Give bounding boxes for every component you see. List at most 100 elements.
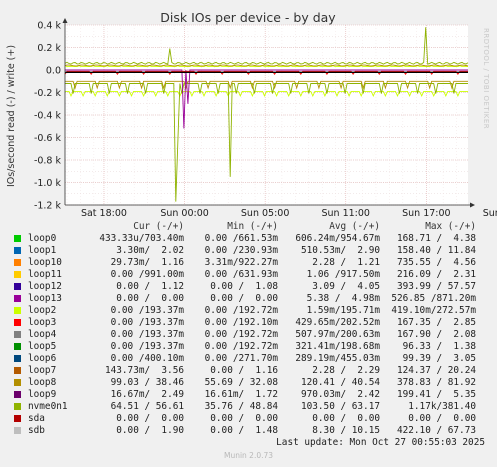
legend-cur: 99.03 / 38.46 [110,377,184,388]
legend-cur: 0.00 / 0.00 [116,413,184,424]
legend-max: 393.99 / 57.57 [396,281,476,292]
legend-swatch [14,403,21,410]
y-tick-label: -1.2 k [34,201,62,212]
legend-row: loop6 0.00 /400.10m 0.00 /271.70m 289.19m/4… [12,353,490,365]
last-update: Last update: Mon Oct 27 00:55:03 2025 [276,437,485,448]
x-tick-label: Sun 05:00 [241,208,289,219]
legend-min: 0.00 / 0.00 [210,413,278,424]
legend-swatch [14,271,21,278]
legend-row: loop8 99.03 / 38.46 55.69 / 32.08 120.41 / … [12,377,490,389]
legend-name: loop13 [28,293,62,304]
legend-min: 0.00 / 1.08 [210,281,278,292]
legend-row: loop2 0.00 /193.37m 0.00 /192.72m 1.59m/195… [12,305,490,317]
legend-row: sdb 0.00 / 1.90 0.00 / 1.48 8.30 / 10.15 422… [12,425,490,437]
legend-max: 419.10m/272.57m [391,305,476,316]
legend-name: loop3 [28,317,57,328]
grid [65,24,468,206]
legend-swatch [14,319,21,326]
axis-ticks: 0.4 k 0.2 k 0.0 -0.2 k -0.4 k -0.6 k -0.8 k -1.… [34,21,497,220]
legend-max: 167.35 / 2.85 [396,317,476,328]
legend-max: 378.83 / 81.92 [396,377,476,388]
legend-header-avg: Avg (-/+) [329,221,380,232]
series-line-loop13 [65,69,468,129]
legend-min: 0.00 /230.93m [204,245,278,256]
y-tick-label: 0.2 k [37,43,61,54]
legend-name: loop0 [28,233,57,244]
legend-max: 158.40 / 11.84 [396,245,476,256]
y-axis-arrow [62,18,68,23]
legend-avg: 8.30 / 10.15 [312,425,380,436]
y-axis-label: IOs/second read (-) / write (+) [6,45,17,187]
y-tick-label: -0.4 k [34,111,62,122]
legend-cur: 29.73m/ 1.16 [110,257,184,268]
legend-avg: 510.53m/ 2.90 [300,245,380,256]
series-line-nvme0n1 [65,83,468,202]
legend-avg: 5.38 / 4.98m [306,293,380,304]
legend-min: 0.00 /192.10m [204,317,278,328]
legend-name: sdb [28,425,45,436]
legend-row: sda 0.00 / 0.00 0.00 / 0.00 0.00 / 0.00 0.00… [12,413,490,425]
y-tick-label: -0.6 k [34,133,62,144]
legend-cur: 0.00 / 1.12 [116,281,184,292]
legend-min: 16.61m/ 1.72 [204,389,278,400]
y-tick-label: -1.0 k [34,178,62,189]
legend-name: loop12 [28,281,62,292]
legend-name: loop6 [28,353,57,364]
legend-swatch [14,331,21,338]
legend-max: 167.90 / 2.08 [396,329,476,340]
legend-swatch [14,391,21,398]
legend-avg: 0.00 / 0.00 [312,413,380,424]
legend-avg: 103.50 / 63.17 [300,401,380,412]
legend-min: 0.00 /661.53m [204,233,278,244]
legend-min: 0.00 /271.70m [204,353,278,364]
x-axis-arrow [470,202,475,208]
series-lines [64,27,469,202]
legend-min: 35.76 / 48.84 [204,401,278,412]
legend-cur: 0.00 / 1.90 [116,425,184,436]
legend-max: 526.85 /871.20m [391,293,476,304]
legend-cur: 0.00 /991.00m [110,269,184,280]
legend-swatch [14,355,21,362]
series-line-loop3 [64,70,468,75]
legend-avg: 289.19m/455.03m [295,353,380,364]
legend-min: 0.00 /192.72m [204,305,278,316]
legend-cur: 0.00 /400.10m [110,353,184,364]
legend-max: 1.17k/381.40 [408,401,476,412]
x-tick-label: Sun 17:00 [402,208,450,219]
legend-min: 0.00 /192.72m [204,329,278,340]
legend-name: loop4 [28,329,57,340]
x-tick-label: Sun 23:00 [483,208,497,219]
legend-max: 0.00 / 0.00 [408,413,476,424]
legend-cur: 433.33u/703.40m [99,233,184,244]
legend-name: loop9 [28,389,57,400]
legend-avg: 429.65m/202.52m [295,317,380,328]
x-tick-label: Sat 18:00 [81,208,127,219]
legend-max: 96.33 / 1.38 [402,341,476,352]
legend-swatch [14,259,21,266]
legend-row: loop10 29.73m/ 1.16 3.31m/922.27m 2.28 / 1.… [12,257,490,269]
legend-row: loop9 16.67m/ 2.49 16.61m/ 1.72 970.03m/ 2.… [12,389,490,401]
legend-row: loop3 0.00 /193.37m 0.00 /192.10m 429.65m/2… [12,317,490,329]
legend-min: 3.31m/922.27m [204,257,278,268]
y-tick-label: -0.8 k [34,156,62,167]
legend-swatch [14,307,21,314]
legend-swatch [14,235,21,242]
legend-avg: 606.24m/954.67m [295,233,380,244]
legend-row: loop7 143.73m/ 3.56 0.00 / 1.16 2.28 / 2.29… [12,365,490,377]
legend-cur: 0.00 / 0.00 [116,293,184,304]
legend-cur: 0.00 /193.37m [110,329,184,340]
legend-max: 199.41 / 5.35 [396,389,476,400]
legend-cur: 0.00 /193.37m [110,341,184,352]
legend-min: 0.00 / 1.16 [210,365,278,376]
legend-name: loop5 [28,341,57,352]
watermark: RRDTOOL / TOBI OETIKER [482,28,490,129]
y-tick-label: 0.4 k [37,21,61,32]
legend-row: nvme0n1 64.51 / 56.61 35.76 / 48.84 103.50 … [12,401,490,413]
legend-swatch [14,283,21,290]
legend-avg: 2.28 / 2.29 [312,365,380,376]
series-line-loop8 [65,80,468,90]
series-line-loop8 [64,64,469,67]
legend-name: loop10 [28,257,62,268]
legend-cur: 3.30m/ 2.02 [116,245,184,256]
legend-header-max: Max (-/+) [425,221,476,232]
